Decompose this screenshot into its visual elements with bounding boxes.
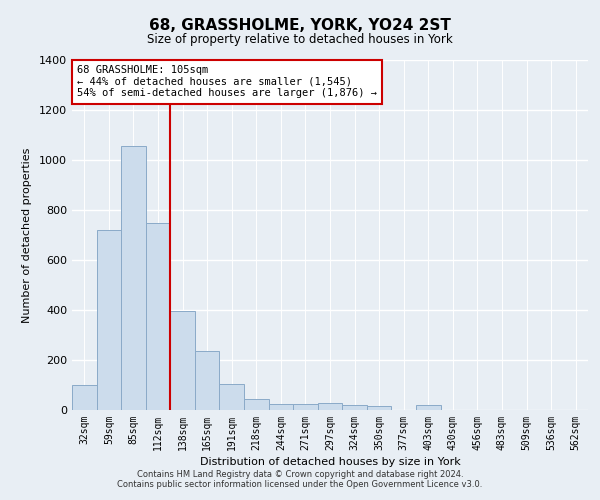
Bar: [72, 385, 97, 410]
Bar: [318, 402, 342, 410]
Bar: [244, 399, 269, 410]
Bar: [195, 351, 220, 410]
Text: 68, GRASSHOLME, YORK, YO24 2ST: 68, GRASSHOLME, YORK, YO24 2ST: [149, 18, 451, 32]
Y-axis label: Number of detached properties: Number of detached properties: [22, 148, 32, 322]
Bar: [367, 406, 391, 410]
Bar: [342, 405, 367, 410]
Bar: [121, 146, 146, 410]
Bar: [293, 404, 318, 410]
Bar: [146, 222, 170, 410]
X-axis label: Distribution of detached houses by size in York: Distribution of detached houses by size …: [200, 457, 460, 467]
Bar: [416, 405, 440, 410]
Bar: [97, 230, 121, 410]
Bar: [269, 404, 293, 410]
Bar: [220, 384, 244, 410]
Bar: [170, 311, 195, 410]
Text: Size of property relative to detached houses in York: Size of property relative to detached ho…: [147, 32, 453, 46]
Text: 68 GRASSHOLME: 105sqm
← 44% of detached houses are smaller (1,545)
54% of semi-d: 68 GRASSHOLME: 105sqm ← 44% of detached …: [77, 66, 377, 98]
Text: Contains HM Land Registry data © Crown copyright and database right 2024.
Contai: Contains HM Land Registry data © Crown c…: [118, 470, 482, 489]
